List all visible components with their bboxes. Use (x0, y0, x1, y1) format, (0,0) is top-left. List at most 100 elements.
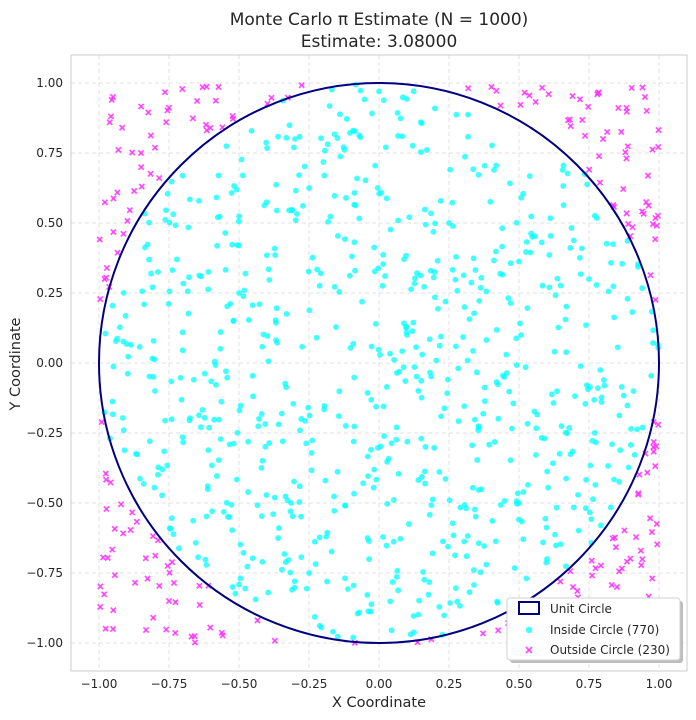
inside-point (603, 240, 610, 247)
inside-point (350, 634, 357, 641)
inside-point (265, 266, 272, 273)
inside-point (450, 532, 457, 539)
inside-point (136, 343, 143, 350)
outside-point (207, 624, 214, 631)
inside-point (168, 416, 175, 423)
inside-point (563, 563, 569, 570)
inside-point (376, 190, 383, 197)
inside-point (258, 464, 265, 471)
inside-point (197, 424, 204, 431)
inside-point (166, 288, 173, 295)
inside-point (272, 252, 278, 258)
inside-point (447, 600, 454, 606)
inside-point (186, 274, 192, 281)
inside-point (589, 437, 596, 444)
outside-point (639, 84, 646, 91)
inside-point (233, 476, 240, 483)
inside-point (321, 406, 328, 413)
inside-point (586, 276, 592, 282)
inside-point (215, 416, 222, 423)
inside-point (457, 602, 463, 609)
inside-point (286, 122, 293, 129)
inside-point (299, 343, 306, 350)
outside-point (212, 97, 220, 104)
inside-point (263, 492, 270, 498)
outside-point (172, 598, 179, 606)
inside-point (300, 202, 306, 209)
x-axis-label: X Coordinate (332, 695, 426, 711)
inside-point (170, 211, 177, 218)
inside-point (229, 241, 236, 248)
outside-point (493, 87, 500, 95)
inside-point (523, 575, 530, 582)
inside-point (431, 105, 438, 112)
inside-point (311, 614, 318, 620)
inside-point (442, 298, 449, 305)
inside-point (624, 295, 631, 302)
inside-point (236, 213, 242, 220)
inside-point (446, 497, 453, 504)
inside-point (422, 444, 429, 450)
inside-point (590, 496, 596, 503)
inside-point (228, 501, 235, 508)
outside-point (576, 96, 584, 103)
inside-point (125, 353, 132, 360)
inside-point (256, 301, 263, 308)
inside-point (549, 460, 556, 467)
inside-point (505, 295, 512, 301)
x-tick-label: 0.50 (506, 677, 533, 691)
inside-point (553, 542, 559, 549)
inside-point (298, 416, 305, 422)
inside-point (102, 330, 109, 337)
outside-point (98, 418, 105, 426)
inside-point (614, 344, 621, 351)
inside-point (562, 316, 569, 323)
outside-point (592, 565, 599, 572)
inside-point (489, 518, 496, 524)
inside-point (401, 320, 407, 327)
inside-point (523, 249, 529, 255)
inside-point (316, 282, 323, 289)
inside-point (162, 417, 168, 424)
inside-point (534, 411, 541, 418)
inside-point (201, 370, 208, 377)
inside-point (515, 516, 522, 523)
outside-point (196, 601, 203, 609)
outside-point (268, 94, 275, 101)
inside-point (455, 418, 462, 425)
inside-point (109, 411, 116, 418)
inside-point (324, 578, 330, 585)
inside-point (333, 324, 339, 330)
inside-point (222, 368, 229, 375)
inside-point (587, 462, 594, 469)
outside-point (649, 146, 656, 153)
outside-point (497, 102, 504, 109)
inside-point (513, 335, 520, 342)
inside-point (249, 372, 256, 379)
inside-point (427, 267, 434, 274)
inside-point (352, 267, 358, 274)
inside-point (320, 159, 327, 165)
inside-point (418, 435, 425, 442)
inside-point (331, 507, 338, 514)
inside-point (262, 443, 269, 450)
inside-point (289, 207, 296, 213)
inside-point (570, 504, 577, 511)
inside-point (422, 221, 429, 228)
inside-point (639, 285, 646, 291)
outside-point (203, 83, 210, 90)
outside-point (96, 236, 103, 243)
outside-point (653, 443, 660, 450)
inside-point (413, 344, 420, 351)
outside-point (655, 421, 662, 428)
outside-point (521, 89, 528, 96)
outside-point (566, 116, 574, 123)
inside-point (428, 373, 434, 380)
inside-point (242, 585, 249, 592)
outside-point (654, 541, 661, 548)
inside-point (514, 490, 521, 497)
inside-point (399, 133, 406, 140)
inside-point (201, 414, 208, 421)
inside-point (555, 324, 562, 331)
inside-point (522, 364, 529, 371)
